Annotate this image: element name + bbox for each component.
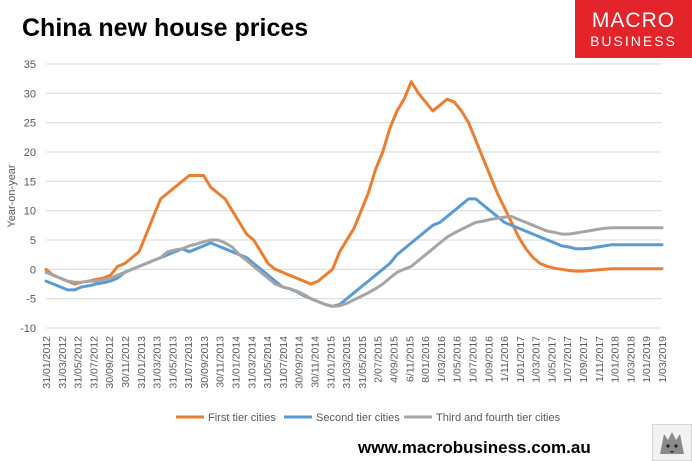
footer-url-link[interactable]: www.macrobusiness.com.au	[358, 438, 591, 457]
x-tick-label: 2/07/2015	[373, 336, 385, 383]
x-tick-label: 30/09/2013	[199, 336, 211, 389]
y-axis-title: Year-on-year	[6, 164, 18, 228]
x-tick-label: 31/01/2013	[136, 336, 148, 389]
x-tick-label: 1/03/2016	[436, 336, 448, 383]
x-tick-label: 1/05/2017	[546, 336, 558, 383]
x-tick-label: 31/01/2012	[41, 336, 53, 389]
x-tick-label: 31/05/2014	[262, 336, 274, 389]
series-line-1	[44, 80, 664, 286]
x-tick-label: 1/09/2017	[578, 336, 590, 383]
chart-title: China new house prices	[22, 14, 309, 42]
y-tick-label: 15	[24, 176, 36, 188]
x-tick-label: 31/03/2015	[341, 336, 353, 389]
y-tick-label: 20	[24, 147, 36, 159]
macrobusiness-logo[interactable]: MACRO BUSINESS	[575, 0, 692, 58]
x-tick-label: 30/09/2014	[294, 336, 306, 389]
x-tick-label: 1/03/2018	[625, 336, 637, 383]
x-tick-label: 31/03/2013	[152, 336, 164, 389]
legend-label-2: Second tier cities	[316, 412, 400, 424]
y-tick-label: -10	[20, 323, 36, 335]
x-tick-label: 1/07/2016	[467, 336, 479, 383]
y-tick-label: 30	[24, 88, 36, 100]
x-tick-label: 31/07/2013	[183, 336, 195, 389]
y-tick-label: 5	[30, 235, 36, 247]
x-tick-label: 1/01/2019	[641, 336, 653, 383]
x-tick-label: 1/01/2018	[610, 336, 622, 383]
x-tick-label: 31/07/2012	[88, 336, 100, 389]
x-tick-label: 30/11/2014	[310, 336, 322, 388]
x-tick-label: 30/11/2012	[120, 336, 132, 388]
x-tick-label: 4/09/2015	[388, 336, 400, 383]
x-tick-label: 31/01/2015	[325, 336, 337, 389]
y-tick-label: 35	[24, 59, 36, 71]
x-tick-label: 31/07/2014	[278, 336, 290, 389]
wolf-mascot-icon	[652, 424, 692, 461]
logo-line-2: BUSINESS	[590, 33, 677, 49]
x-tick-label: 30/09/2012	[104, 336, 116, 389]
series-line-3	[44, 215, 664, 308]
x-tick-label: 31/03/2014	[246, 336, 258, 389]
y-tick-label: 0	[30, 264, 36, 276]
x-tick-label: 6/11/2015	[404, 336, 416, 382]
logo-line-1: MACRO	[591, 9, 676, 32]
x-tick-label: 1/03/2019	[657, 336, 669, 383]
x-tick-label: 31/03/2012	[57, 336, 69, 389]
x-tick-label: 1/01/2017	[515, 336, 527, 383]
x-tick-label: 1/05/2016	[452, 336, 464, 383]
x-tick-label: 1/11/2016	[499, 336, 511, 382]
y-tick-label: 25	[24, 118, 36, 130]
x-tick-label: 31/05/2013	[167, 336, 179, 389]
x-tick-label: 1/09/2016	[483, 336, 495, 383]
legend-label-1: First tier cities	[208, 412, 276, 424]
x-tick-label: 8/01/2016	[420, 336, 432, 383]
x-tick-label: 1/11/2017	[594, 336, 606, 382]
x-tick-label: 31/05/2015	[357, 336, 369, 389]
y-tick-label: 10	[24, 206, 36, 218]
x-tick-label: 1/03/2017	[531, 336, 543, 383]
y-tick-label: -5	[26, 294, 36, 306]
x-tick-label: 1/07/2017	[562, 336, 574, 383]
legend-label-3: Third and fourth tier cities	[436, 412, 561, 424]
x-tick-label: 31/05/2012	[73, 336, 85, 389]
x-tick-label: 30/11/2013	[215, 336, 227, 388]
x-tick-label: 31/01/2014	[231, 336, 243, 389]
